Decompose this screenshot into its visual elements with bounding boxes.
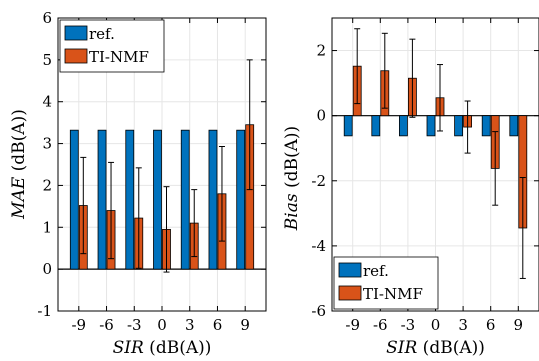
- y-axis-label: Bias (dB(A)): [282, 126, 302, 231]
- legend-label: ref.: [363, 262, 389, 280]
- x-tick-label: -9: [345, 316, 360, 334]
- x-tick-label: -3: [127, 316, 142, 334]
- y-tick-label: -1: [37, 302, 52, 320]
- bar: [208, 129, 218, 270]
- y-axis-label-unit: (dB(A)): [282, 126, 302, 194]
- x-tick-label: -6: [99, 316, 114, 334]
- x-tick-label: 3: [458, 316, 468, 334]
- y-axis-label: MAE (dB(A)): [9, 109, 29, 220]
- bar: [371, 115, 381, 137]
- x-tick-label: 0: [157, 316, 167, 334]
- x-tick-label: -6: [373, 316, 388, 334]
- legend-label: TI-NMF: [89, 48, 149, 66]
- bar: [509, 115, 519, 137]
- y-axis-label-unit: (dB(A)): [9, 109, 29, 177]
- bar: [481, 115, 491, 137]
- x-tick-label: 0: [431, 316, 441, 334]
- series-ref: [343, 115, 519, 137]
- x-tick-label: 3: [185, 316, 195, 334]
- series-ref: [69, 129, 246, 270]
- legend-label: TI-NMF: [363, 285, 423, 303]
- legend-label: ref.: [89, 25, 115, 43]
- x-tick-label: 9: [240, 316, 250, 334]
- y-tick-label: 3: [42, 135, 52, 153]
- x-axis-label: SIR (dB(A)): [113, 338, 212, 358]
- bar: [97, 129, 107, 270]
- x-tick-label: -9: [71, 316, 86, 334]
- bar: [180, 129, 190, 270]
- series-ti-nmf: [78, 59, 255, 273]
- y-tick-label: 5: [42, 51, 52, 69]
- y-tick-label: 6: [42, 9, 52, 27]
- x-axis-label-var: SIR: [113, 338, 144, 358]
- bar: [236, 129, 246, 270]
- x-axis-label-unit: (dB(A)): [144, 338, 212, 358]
- y-tick-label: 2: [42, 176, 52, 194]
- bar: [398, 115, 408, 137]
- series-ti-nmf: [352, 28, 528, 279]
- legend-swatch: [64, 25, 88, 41]
- y-tick-label: 2: [316, 42, 326, 60]
- y-axis-label-var: MAE: [9, 176, 29, 220]
- legend: ref. TI-NMF: [59, 19, 165, 73]
- x-tick-label: 6: [486, 316, 496, 334]
- legend-swatch: [64, 48, 88, 64]
- legend-swatch: [338, 262, 362, 278]
- x-axis-label: SIR (dB(A)): [386, 338, 485, 358]
- y-tick-label: 1: [42, 218, 52, 236]
- y-tick-label: 0: [316, 107, 326, 125]
- x-tick-label: -3: [401, 316, 416, 334]
- x-tick-label: 6: [213, 316, 223, 334]
- y-axis-label-var: Bias: [282, 193, 302, 231]
- x-axis-label-var: SIR: [386, 338, 417, 358]
- bar: [454, 115, 464, 137]
- x-tick-label: 9: [514, 316, 524, 334]
- x-axis-label-unit: (dB(A)): [417, 338, 485, 358]
- bar: [426, 115, 436, 137]
- y-tick-label: -6: [311, 302, 326, 320]
- bar: [125, 129, 135, 270]
- legend-swatch: [338, 285, 362, 301]
- legend: ref. TI-NMF: [333, 256, 439, 310]
- bar: [69, 129, 79, 270]
- y-tick-label: -2: [311, 172, 326, 190]
- y-tick-label: 0: [42, 260, 52, 278]
- bar: [153, 129, 162, 270]
- y-tick-label: -4: [311, 237, 326, 255]
- bar: [343, 115, 353, 137]
- y-tick-label: 4: [42, 93, 52, 111]
